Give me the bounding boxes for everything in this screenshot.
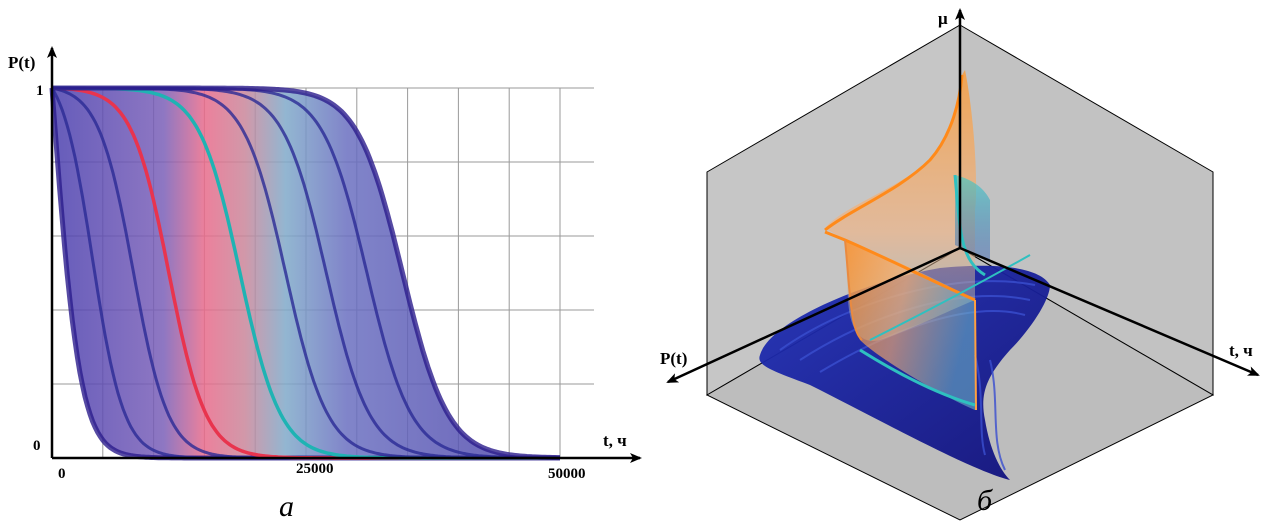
surface-edges [824, 74, 1031, 411]
chart-a: P(t) t, ч 1 0 0 25000 50000 а [8, 46, 642, 522]
surface-sheet-side [845, 240, 975, 410]
x-tick-label-25000: 25000 [296, 461, 334, 477]
reliability-curve-8 [52, 85, 560, 461]
x-axis-label: t, ч [603, 431, 627, 450]
reliability-band [52, 88, 560, 458]
p-axis-label: P(t) [660, 349, 687, 368]
x-tick-label-50000: 50000 [548, 466, 586, 482]
t-axis-label: t, ч [1229, 341, 1253, 360]
z-axis-label: μ [938, 9, 948, 28]
y-tick-label-1: 1 [36, 83, 44, 99]
y-axis-label: P(t) [8, 53, 35, 72]
p-axis [666, 246, 961, 384]
chart-b: μ P(t) t, ч б [660, 8, 1260, 521]
caption-b: б [977, 484, 993, 517]
t-axis [959, 246, 1260, 377]
x-tick-label-0: 0 [58, 466, 66, 482]
y-tick-label-0: 0 [33, 438, 41, 454]
caption-a: а [279, 490, 294, 522]
